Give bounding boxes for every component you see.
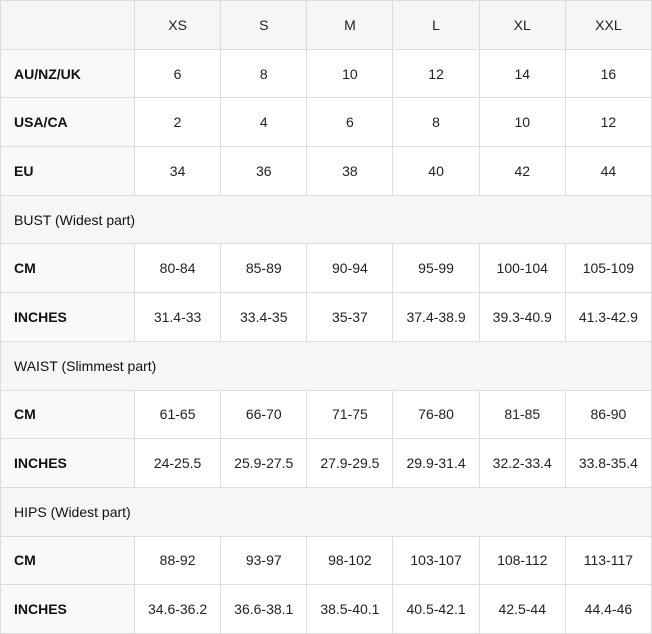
size-value: 33.8-35.4 (565, 439, 652, 488)
row-label: EU (1, 147, 135, 196)
row-label: INCHES (1, 293, 135, 342)
size-value: 36 (221, 147, 308, 196)
size-value: 93-97 (221, 536, 308, 586)
size-header: XL (479, 1, 566, 50)
size-value: 100-104 (479, 244, 566, 294)
size-value: 38.5-40.1 (307, 585, 394, 634)
size-value: 32.2-33.4 (479, 439, 566, 488)
size-value: 29.9-31.4 (393, 439, 480, 488)
row-label: CM (1, 244, 135, 294)
size-value: 76-80 (393, 390, 480, 440)
size-header: M (307, 1, 394, 50)
size-value: 95-99 (393, 244, 480, 294)
corner-cell (1, 1, 135, 50)
row-label: CM (1, 536, 135, 586)
size-value: 86-90 (565, 390, 652, 440)
size-value: 36.6-38.1 (221, 585, 308, 634)
size-value: 37.4-38.9 (393, 293, 480, 342)
size-value: 85-89 (221, 244, 308, 294)
size-value: 34 (135, 147, 222, 196)
size-value: 34.6-36.2 (135, 585, 222, 634)
size-value: 8 (221, 49, 308, 99)
size-value: 10 (307, 49, 394, 99)
size-value: 105-109 (565, 244, 652, 294)
size-value: 108-112 (479, 536, 566, 586)
size-header: L (393, 1, 480, 50)
size-value: 10 (479, 98, 566, 148)
size-value: 71-75 (307, 390, 394, 440)
size-value: 35-37 (307, 293, 394, 342)
size-header: XS (135, 1, 222, 50)
size-value: 31.4-33 (135, 293, 222, 342)
size-value: 98-102 (307, 536, 394, 586)
size-value: 4 (221, 98, 308, 148)
size-header: XXL (565, 1, 652, 50)
size-value: 12 (393, 49, 480, 99)
size-value: 40 (393, 147, 480, 196)
row-label: INCHES (1, 585, 135, 634)
size-value: 6 (307, 98, 394, 148)
size-value: 61-65 (135, 390, 222, 440)
row-label: CM (1, 390, 135, 440)
size-value: 81-85 (479, 390, 566, 440)
section-row: BUST (Widest part) (1, 195, 652, 245)
row-label: USA/CA (1, 98, 135, 148)
size-value: 80-84 (135, 244, 222, 294)
size-value: 24-25.5 (135, 439, 222, 488)
section-row: HIPS (Widest part) (1, 487, 652, 537)
size-value: 38 (307, 147, 394, 196)
row-label: INCHES (1, 439, 135, 488)
size-value: 33.4-35 (221, 293, 308, 342)
section-row: WAIST (Slimmest part) (1, 341, 652, 391)
size-value: 44 (565, 147, 652, 196)
size-value: 39.3-40.9 (479, 293, 566, 342)
size-value: 90-94 (307, 244, 394, 294)
size-value: 113-117 (565, 536, 652, 586)
size-value: 44.4-46 (565, 585, 652, 634)
size-value: 14 (479, 49, 566, 99)
size-value: 27.9-29.5 (307, 439, 394, 488)
size-value: 66-70 (221, 390, 308, 440)
size-header: S (221, 1, 308, 50)
size-value: 2 (135, 98, 222, 148)
size-value: 6 (135, 49, 222, 99)
size-value: 42.5-44 (479, 585, 566, 634)
size-value: 41.3-42.9 (565, 293, 652, 342)
size-value: 88-92 (135, 536, 222, 586)
size-value: 8 (393, 98, 480, 148)
row-label: AU/NZ/UK (1, 49, 135, 99)
size-value: 12 (565, 98, 652, 148)
size-value: 103-107 (393, 536, 480, 586)
size-value: 16 (565, 49, 652, 99)
size-value: 25.9-27.5 (221, 439, 308, 488)
size-value: 40.5-42.1 (393, 585, 480, 634)
size-value: 42 (479, 147, 566, 196)
